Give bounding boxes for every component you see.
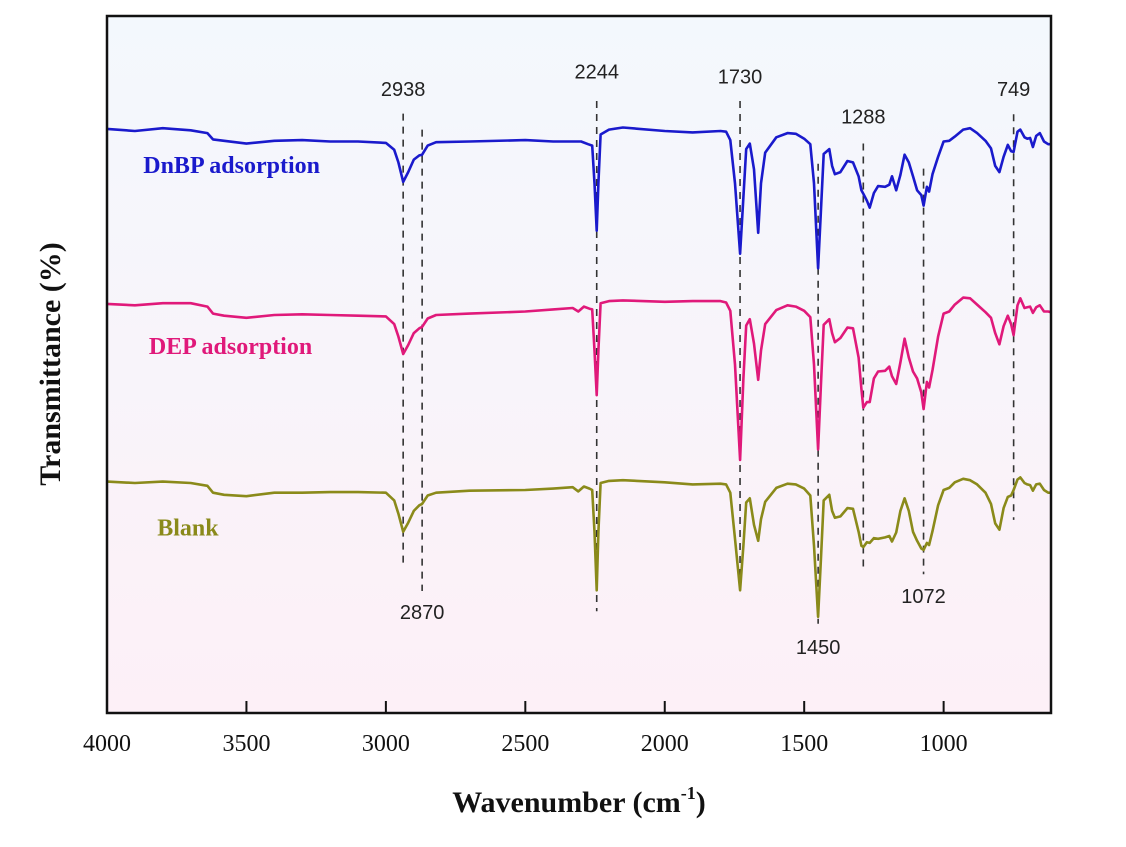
annotation-label-749: 749: [997, 79, 1030, 101]
annotation-label-1730: 1730: [718, 67, 763, 89]
series-layer: [107, 126, 1051, 619]
series-label-blank: Blank: [157, 515, 219, 541]
annotation-label-1072: 1072: [901, 586, 946, 608]
series-line-dep-adsorption: [107, 296, 1051, 462]
series-label-dep-adsorption: DEP adsorption: [149, 334, 312, 360]
annotation-label-1450: 1450: [796, 637, 841, 659]
annotation-lines: [402, 101, 1015, 624]
plot-background: [107, 16, 1051, 713]
x-tick-label-1500: 1500: [780, 731, 828, 757]
x-tick-label-1000: 1000: [920, 731, 968, 757]
x-axis-tick-labels: 4000 3500 3000 2500 2000 1500 1000: [83, 731, 968, 757]
x-axis-title: Wavenumber (cm-1): [452, 783, 706, 819]
annotation-labels: 2938 2870 2244 1730 1450 1288 1072 749: [381, 62, 1030, 659]
annotation-label-2870: 2870: [400, 602, 445, 624]
x-tick-label-4000: 4000: [83, 731, 131, 757]
series-line-blank: [107, 476, 1051, 619]
x-tick-label-3000: 3000: [362, 731, 410, 757]
y-axis-title: Transmittance (%): [34, 242, 67, 486]
x-tick-label-2000: 2000: [641, 731, 689, 757]
x-axis-ticks: [245, 701, 945, 713]
annotation-label-2244: 2244: [574, 62, 619, 84]
annotation-label-1288: 1288: [841, 106, 886, 128]
annotation-label-2938: 2938: [381, 79, 426, 101]
plot-frame: [105, 14, 1053, 715]
series-line-dnbp-adsorption: [107, 126, 1051, 270]
series-label-dnbp-adsorption: DnBP adsorption: [143, 153, 320, 179]
x-tick-label-3500: 3500: [222, 731, 270, 757]
x-tick-label-2500: 2500: [501, 731, 549, 757]
series-labels: DnBP adsorption DEP adsorption Blank: [143, 153, 320, 541]
